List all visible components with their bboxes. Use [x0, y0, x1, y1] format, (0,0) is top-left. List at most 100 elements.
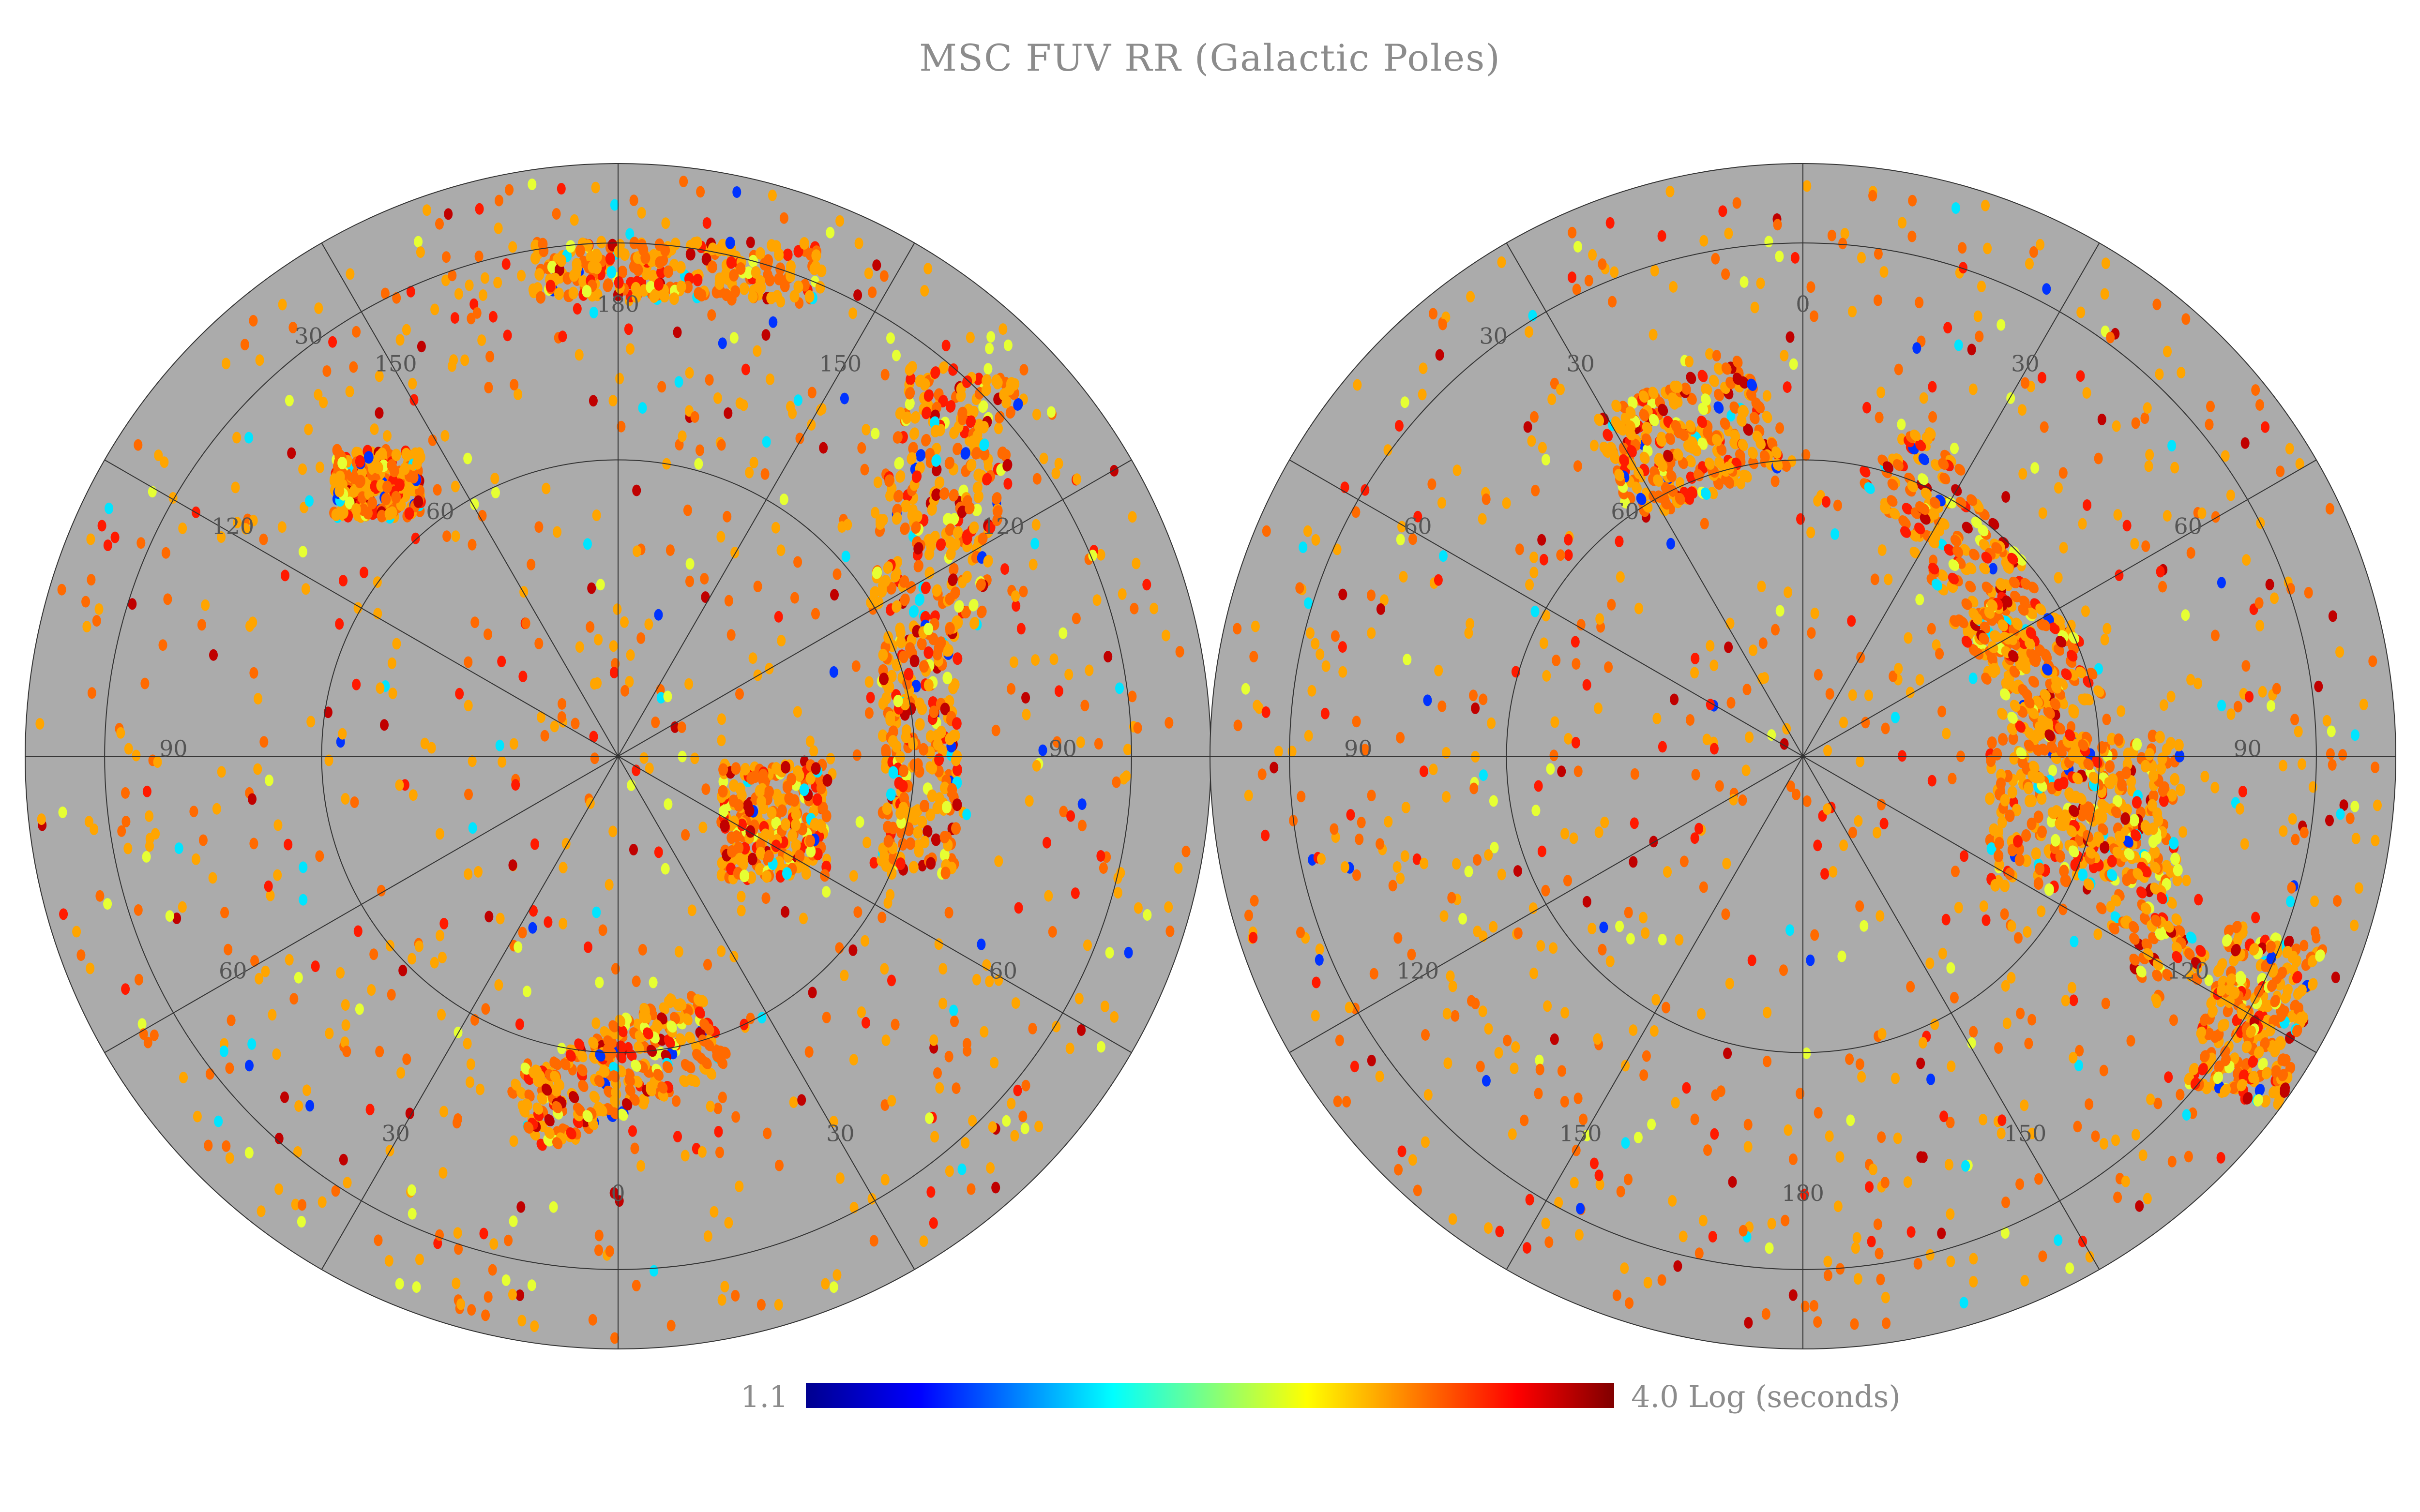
exposure-dot: [427, 742, 436, 754]
exposure-dot: [2233, 701, 2242, 713]
exposure-dot: [2170, 773, 2180, 786]
exposure-dot: [776, 544, 786, 556]
exposure-dot: [82, 621, 91, 633]
exposure-dot: [2003, 562, 2014, 574]
exposure-dot: [760, 468, 770, 480]
exposure-dot: [2027, 1014, 2037, 1026]
exposure-dot: [864, 676, 874, 688]
exposure-dot: [1435, 349, 1444, 361]
exposure-dot: [1594, 702, 1603, 714]
exposure-cluster: [1949, 595, 2208, 1006]
exposure-dot: [1649, 329, 1658, 341]
exposure-dot: [2226, 973, 2237, 986]
exposure-dot: [1761, 1308, 1770, 1320]
exposure-dot: [503, 329, 512, 342]
exposure-dot: [273, 869, 282, 881]
exposure-dot: [1576, 619, 1586, 631]
exposure-dot: [2095, 808, 2105, 821]
exposure-dot: [1059, 627, 1068, 639]
exposure-dot: [1418, 389, 1427, 401]
exposure-dot: [857, 1006, 866, 1018]
exposure-dot: [273, 819, 283, 831]
exposure-dot: [1351, 506, 1361, 518]
exposure-dot: [629, 1093, 640, 1106]
exposure-dot: [741, 363, 750, 375]
exposure-dot: [765, 273, 775, 286]
exposure-dot: [674, 376, 683, 388]
exposure-dot: [2155, 731, 2165, 744]
exposure-dot: [1634, 602, 1643, 614]
latitude-label: 30: [294, 323, 323, 349]
exposure-dot: [395, 1278, 404, 1290]
longitude-label: 60: [219, 958, 247, 984]
exposure-dot: [922, 406, 932, 419]
exposure-dot: [508, 241, 517, 253]
exposure-dot: [268, 1009, 277, 1021]
exposure-dot: [2059, 865, 2069, 878]
exposure-dot: [103, 539, 112, 551]
exposure-dot: [1925, 958, 1935, 969]
exposure-dot: [749, 457, 758, 469]
exposure-dot: [2000, 1227, 2010, 1239]
exposure-dot: [681, 1150, 690, 1162]
exposure-dot: [1165, 717, 1174, 729]
exposure-dot: [641, 268, 651, 280]
exposure-dot: [208, 872, 217, 884]
exposure-dot: [2027, 794, 2037, 807]
exposure-dot: [2150, 861, 2161, 874]
exposure-dot: [2037, 905, 2046, 917]
exposure-dot: [795, 433, 804, 445]
exposure-dot: [650, 1265, 659, 1277]
exposure-dot: [1508, 1128, 1517, 1140]
exposure-dot: [454, 288, 463, 300]
exposure-dot: [1789, 358, 1798, 370]
exposure-dot: [1345, 1002, 1354, 1014]
exposure-dot: [951, 753, 961, 766]
exposure-dot: [1814, 1107, 1823, 1119]
exposure-dot: [547, 260, 557, 273]
exposure-dot: [826, 226, 835, 239]
exposure-dot: [2083, 499, 2092, 511]
exposure-dot: [945, 622, 955, 635]
exposure-dot: [2028, 707, 2039, 719]
exposure-dot: [751, 266, 761, 279]
exposure-dot: [1388, 880, 1397, 892]
exposure-dot: [1164, 901, 1173, 913]
exposure-dot: [1105, 947, 1114, 959]
exposure-dot: [735, 1181, 744, 1192]
exposure-dot: [1928, 411, 1937, 423]
exposure-dot: [1937, 1228, 1946, 1240]
exposure-dot: [718, 337, 727, 349]
exposure-dot: [468, 539, 477, 551]
exposure-dot: [1128, 690, 1137, 703]
exposure-dot: [1315, 954, 1324, 966]
exposure-dot: [400, 462, 410, 475]
exposure-dot: [1311, 638, 1320, 650]
exposure-dot: [613, 603, 622, 615]
exposure-dot: [2144, 460, 2153, 472]
exposure-dot: [609, 1070, 620, 1083]
exposure-dot: [783, 248, 793, 261]
exposure-dot: [582, 1110, 593, 1123]
exposure-dot: [2140, 412, 2149, 424]
exposure-dot: [923, 825, 933, 838]
exposure-dot: [883, 835, 893, 848]
exposure-dot: [710, 1206, 719, 1218]
exposure-dot: [936, 538, 946, 551]
exposure-dot: [983, 555, 993, 568]
exposure-dot: [815, 281, 825, 294]
exposure-cluster: [1860, 427, 2106, 739]
longitude-label: 0: [611, 1180, 625, 1206]
exposure-dot: [339, 575, 348, 587]
exposure-dot: [1738, 438, 1748, 451]
exposure-dot: [1666, 538, 1675, 550]
exposure-dot: [1713, 362, 1724, 375]
exposure-dot: [995, 411, 1005, 424]
exposure-dot: [631, 1060, 641, 1072]
exposure-dot: [328, 336, 337, 348]
exposure-dot: [1839, 839, 1848, 852]
exposure-dot: [2015, 1178, 2025, 1190]
exposure-dot: [2072, 772, 2083, 785]
exposure-dot: [1539, 637, 1548, 649]
